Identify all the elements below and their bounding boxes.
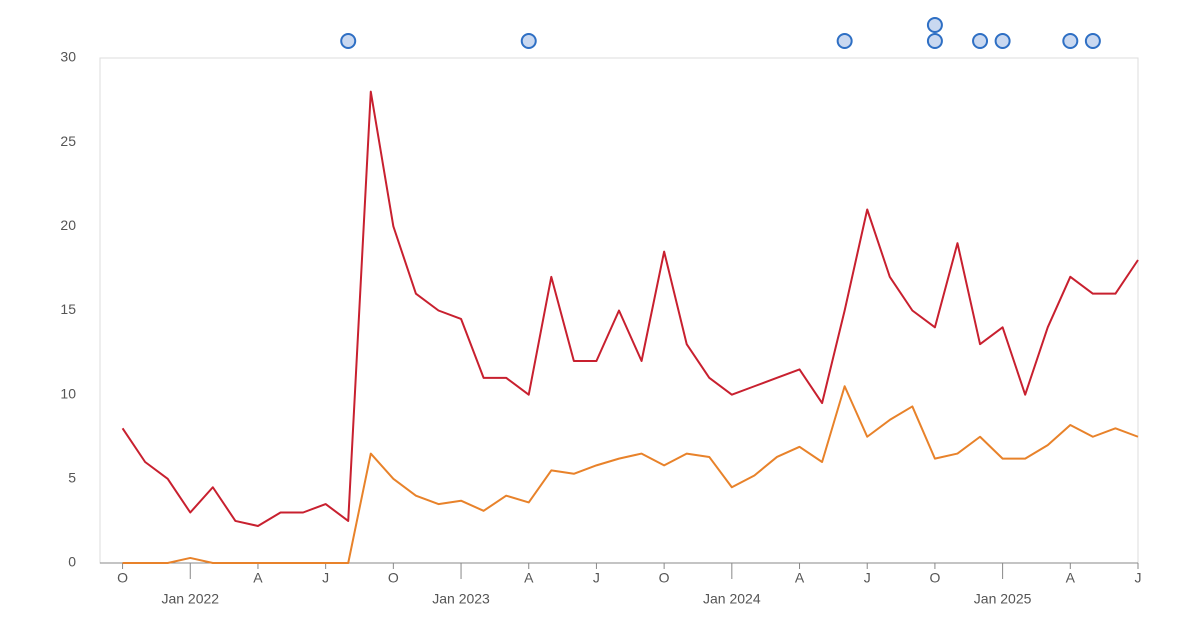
x-tick-label: O [929, 570, 940, 586]
x-tick-label: O [117, 570, 128, 586]
x-tick-label: Jan 2024 [703, 591, 761, 607]
line [122, 385, 1139, 564]
x-tick-label: J [322, 570, 329, 586]
y-tick-label: 20 [60, 217, 76, 233]
x-tick-label: Jan 2025 [974, 591, 1032, 607]
event-marker [926, 17, 943, 33]
event-marker [340, 33, 357, 49]
x-tick-label: A [795, 570, 805, 586]
event-marker [972, 33, 989, 49]
event-marker [994, 33, 1011, 49]
event-marker [836, 33, 853, 49]
y-tick-label: 30 [60, 49, 76, 65]
y-tick-label: 5 [68, 470, 76, 486]
x-tick-label: O [659, 570, 670, 586]
y-tick-label: 0 [68, 554, 76, 570]
x-tick-label: J [593, 570, 600, 586]
line [121, 90, 1139, 527]
x-tick-label: O [388, 570, 399, 586]
y-tick-label: 15 [60, 301, 76, 317]
x-tick-label: J [864, 570, 871, 586]
x-tick-label: A [253, 570, 263, 586]
x-tick-label: J [1135, 570, 1142, 586]
y-tick-label: 25 [60, 133, 76, 149]
event-marker [1084, 33, 1101, 49]
event-marker [926, 33, 943, 49]
x-tick-label: Jan 2022 [161, 591, 219, 607]
x-tick-label: Jan 2023 [432, 591, 490, 607]
y-tick-label: 10 [60, 385, 76, 401]
event-marker [520, 33, 537, 49]
event-marker [1062, 33, 1079, 49]
x-tick-label: A [1066, 570, 1076, 586]
x-tick-label: A [524, 570, 534, 586]
